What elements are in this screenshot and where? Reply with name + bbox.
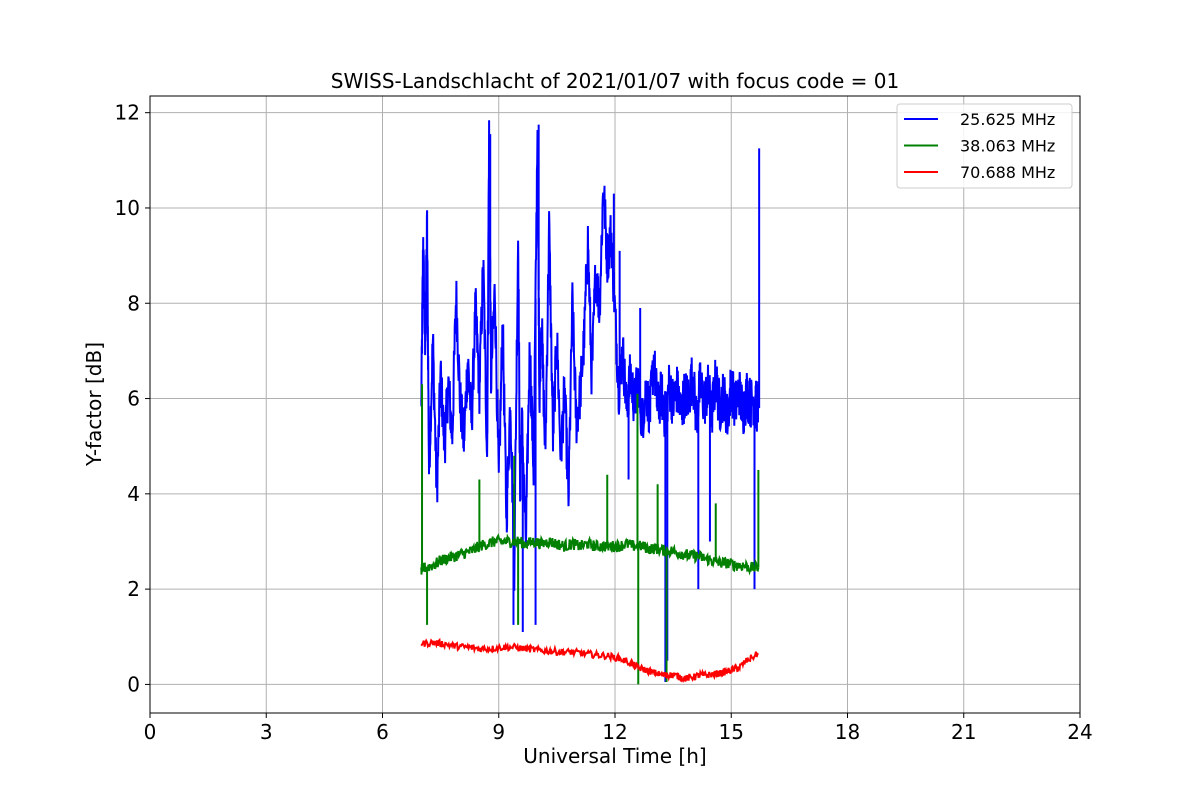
x-axis-label: Universal Time [h] — [523, 744, 706, 768]
series-1 — [420, 384, 760, 685]
x-tick-label: 15 — [719, 720, 744, 744]
legend-item: 25.625 MHz — [904, 110, 1055, 129]
y-tick-label: 10 — [115, 196, 140, 220]
y-tick-label: 8 — [127, 291, 140, 315]
x-tick-label: 18 — [835, 720, 860, 744]
series-2 — [420, 637, 759, 684]
y-tick-label: 2 — [127, 577, 140, 601]
legend-box — [896, 103, 1073, 189]
legend-item: 38.063 MHz — [904, 137, 1055, 156]
legend: 25.625 MHz 38.063 MHz 70.688 MHz — [896, 103, 1073, 189]
series-line — [420, 533, 760, 576]
y-tick-label: 6 — [127, 387, 140, 411]
x-axis: 0 3 6 9 12 15 18 21 24 — [144, 713, 1093, 744]
y-axis-label: Y-factor [dB] — [82, 342, 106, 467]
series-line — [420, 120, 760, 591]
y-tick-label: 12 — [115, 101, 140, 125]
x-tick-label: 21 — [951, 720, 976, 744]
series-line — [420, 637, 759, 684]
series-layer — [420, 120, 761, 685]
legend-label: 38.063 MHz — [960, 137, 1055, 156]
legend-item: 70.688 MHz — [904, 163, 1055, 182]
chart-title: SWISS-Landschlacht of 2021/01/07 with fo… — [331, 69, 899, 93]
x-tick-label: 0 — [144, 720, 157, 744]
x-tick-label: 24 — [1067, 720, 1092, 744]
y-tick-label: 4 — [127, 482, 140, 506]
x-tick-label: 9 — [492, 720, 505, 744]
legend-label: 25.625 MHz — [960, 110, 1055, 129]
legend-label: 70.688 MHz — [960, 163, 1055, 182]
x-tick-label: 6 — [376, 720, 389, 744]
y-tick-label: 0 — [127, 672, 140, 696]
x-tick-label: 12 — [602, 720, 627, 744]
y-axis: 0 2 4 6 8 10 12 — [115, 101, 150, 696]
x-tick-label: 3 — [260, 720, 273, 744]
